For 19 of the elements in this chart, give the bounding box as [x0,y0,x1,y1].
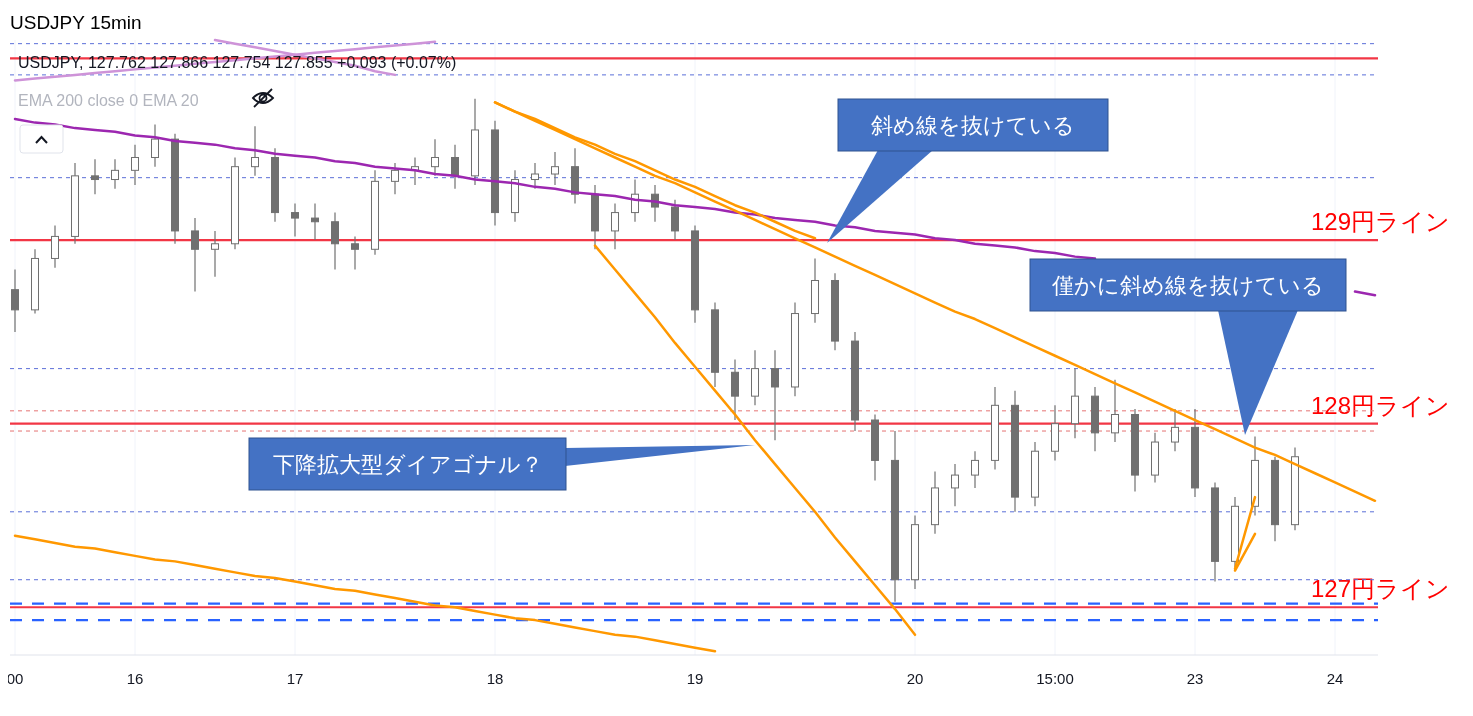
annotation: 僅かに斜め線を抜けている [1051,273,1324,298]
ref-line-label: 127円ライン [1310,575,1450,603]
callout-box: 斜め線を抜けている [827,98,1109,243]
ref-line-label: 129円ライン [1310,208,1450,236]
x-tick-label: 16 [126,670,144,687]
x-tick-label: 15:00 [1036,670,1074,687]
x-tick-label: 19 [686,670,704,687]
annotation: 斜め線を抜けている [871,113,1075,138]
ref-line-label: 128円ライン [1310,391,1450,419]
x-tick-label: 23 [1186,670,1204,687]
x-tick-label: 20 [906,670,924,687]
x-tick-label: 00 [6,670,24,687]
annotation: 下降拡大型ダイアゴナル？ [272,452,543,477]
x-tick-label: 24 [1326,670,1344,687]
text: USDJPY, 127.762 127.866 127.754 127.855 +0.093 (+0.07%) [18,54,457,71]
x-tick-label: 18 [486,670,504,687]
chart-title: USDJPY 15min [10,12,142,33]
annotation: EMA 200 close 0 EMA 20 [18,92,199,109]
x-tick-label: 17 [286,670,304,687]
